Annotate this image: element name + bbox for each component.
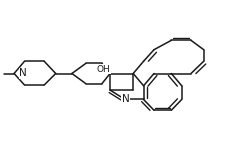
Text: N: N — [122, 95, 130, 105]
Text: N: N — [19, 69, 27, 78]
Text: OH: OH — [96, 65, 110, 74]
